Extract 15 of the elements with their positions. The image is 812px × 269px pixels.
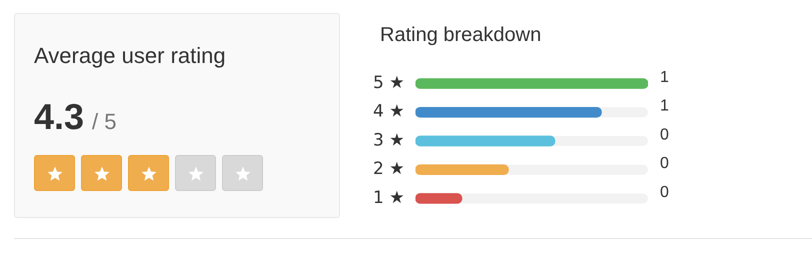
y-tick-label: 4 ★ — [372, 102, 404, 122]
y-tick-label: 3 ★ — [372, 130, 404, 150]
text: / 5 — [92, 109, 117, 134]
text: 0 — [660, 184, 669, 201]
text: 1 — [660, 98, 669, 115]
chart-title: Rating breakdown — [380, 24, 542, 47]
text: 1 — [660, 68, 669, 86]
bar — [415, 193, 462, 204]
y-tick-label: 2 ★ — [372, 159, 404, 180]
text: 4.3 — [34, 96, 84, 137]
text: 0 — [660, 155, 669, 172]
text: Average user rating — [34, 43, 226, 69]
text: 0 — [660, 126, 669, 144]
y-tick-label: 5 ★ — [372, 72, 404, 93]
y-tick-label: 1 ★ — [372, 188, 404, 208]
